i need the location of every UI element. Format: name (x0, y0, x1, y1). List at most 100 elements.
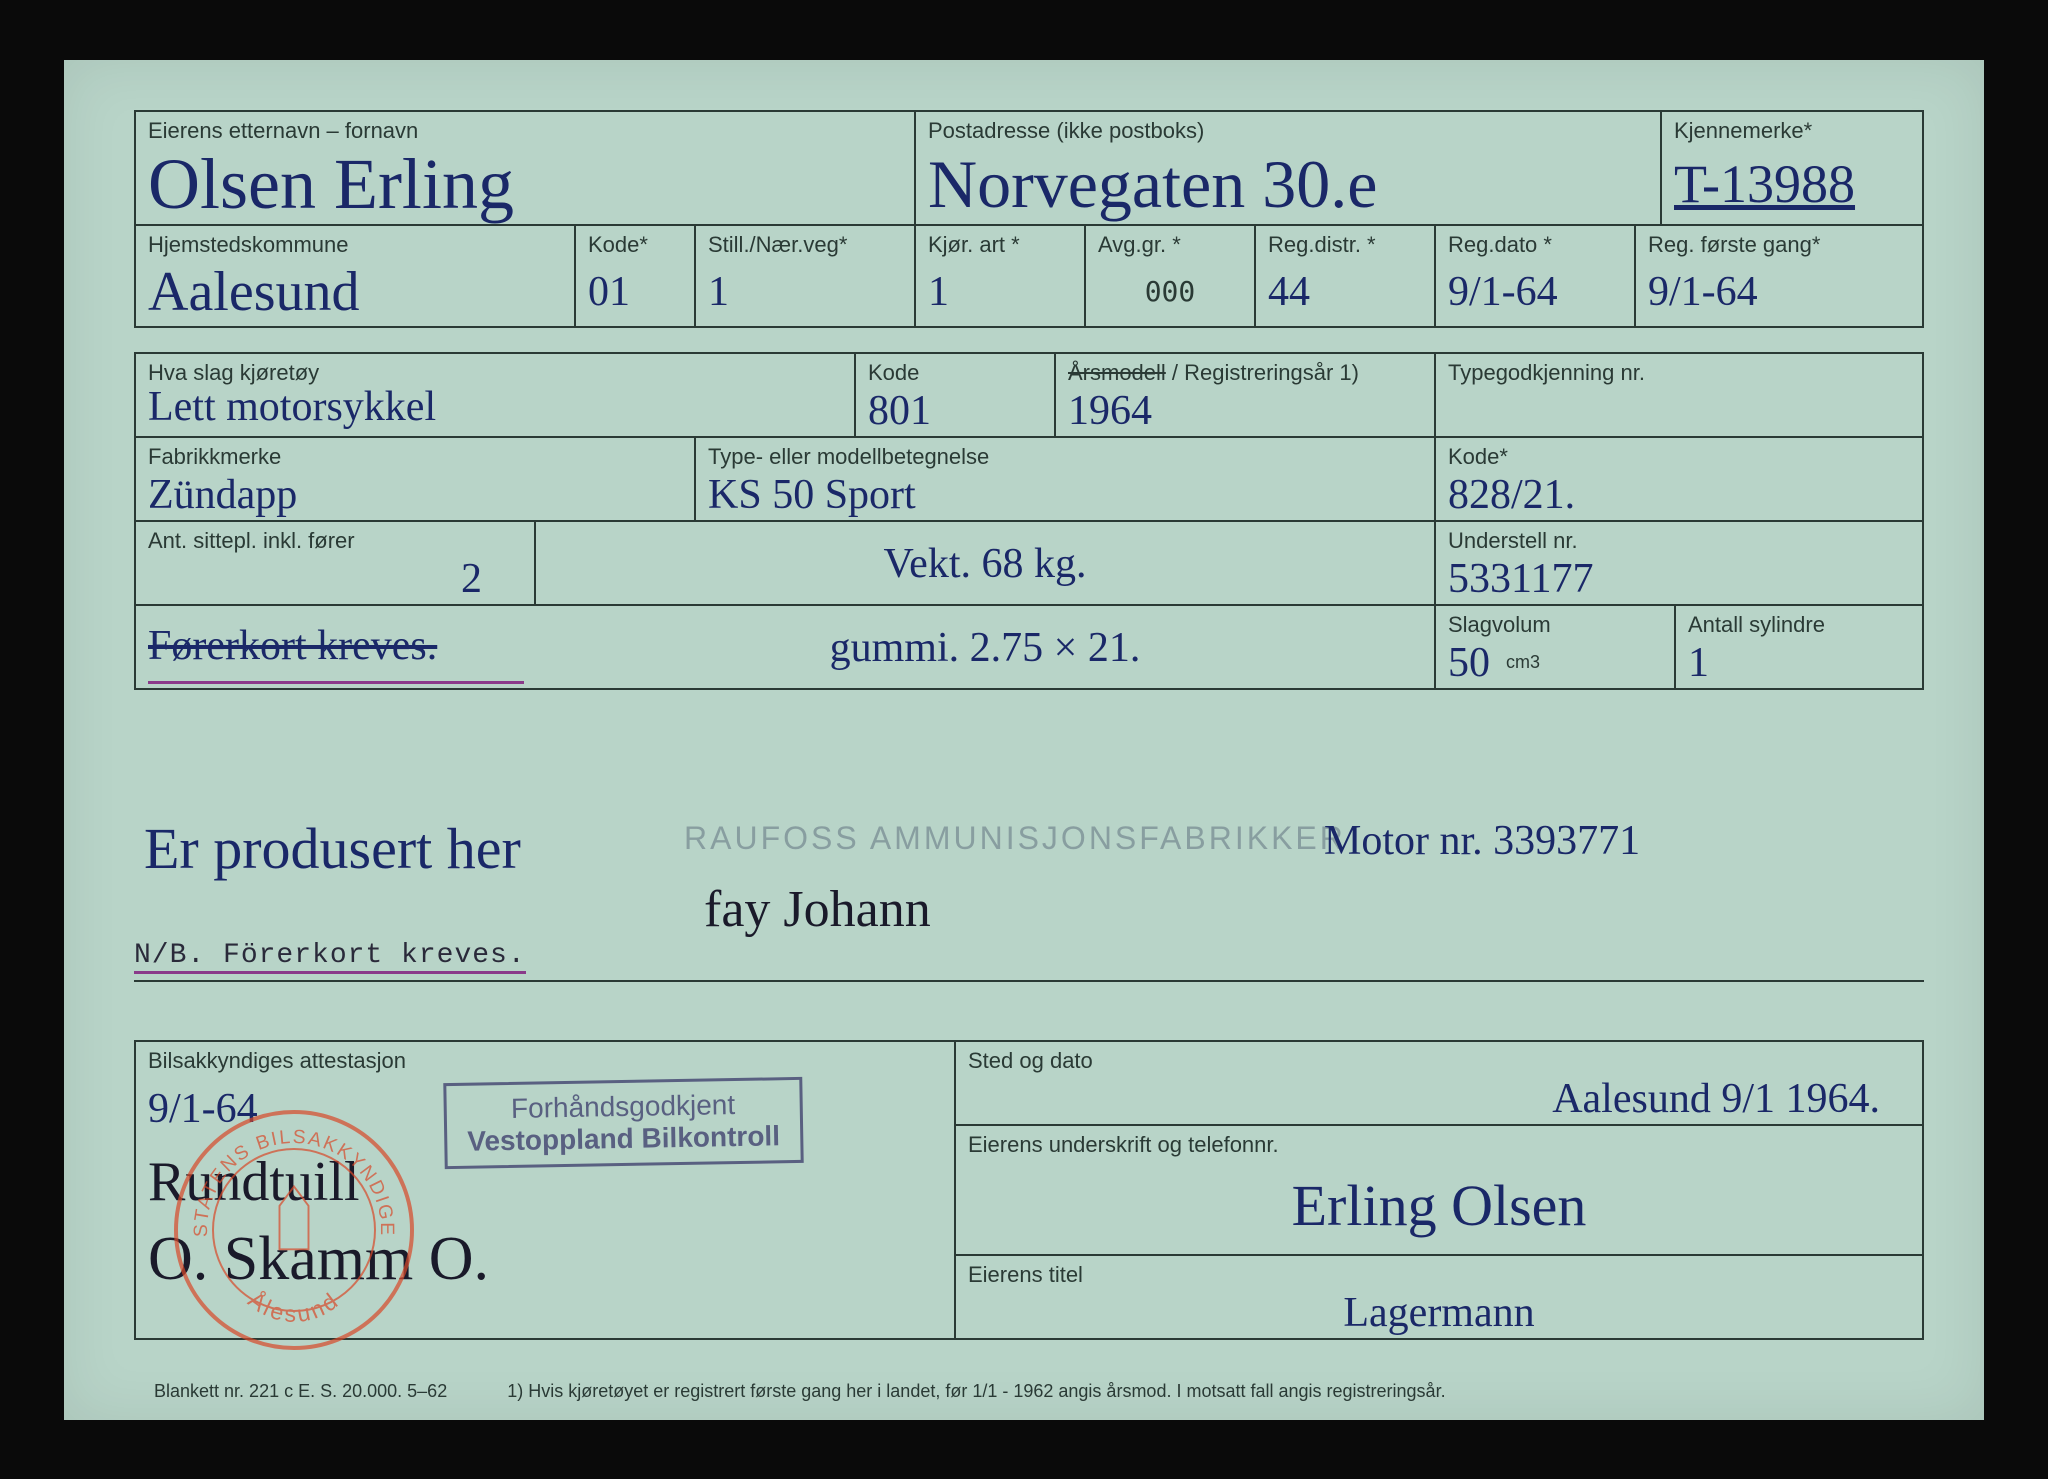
label-underskrift: Eierens underskrift og telefonnr. (968, 1132, 1910, 1158)
cell-slag-kode: Kode 801 (856, 354, 1056, 436)
value-slag: Lett motorsykkel (148, 382, 842, 432)
row-make: Fabrikkmerke Zündapp Type- eller modellb… (134, 436, 1924, 520)
cell-kommune: Hjemstedskommune Aalesund (136, 226, 576, 326)
cell-avg: Avg.gr. * 000 (1086, 226, 1256, 326)
cell-type: Type- eller modellbetegnelse KS 50 Sport (696, 438, 1436, 520)
cell-regdistr: Reg.distr. * 44 (1256, 226, 1436, 326)
label-typegod: Typegodkjenning nr. (1448, 360, 1910, 386)
svg-text:Ålesund: Ålesund (244, 1285, 345, 1327)
row-vehicle-type: Hva slag kjøretøy Lett motorsykkel Kode … (134, 352, 1924, 436)
label-titel: Eierens titel (968, 1262, 1910, 1288)
stamp-crest-icon (280, 1186, 309, 1249)
label-still: Still./Nær.veg* (708, 232, 902, 258)
registration-card: Eierens etternavn – fornavn Olsen Erling… (64, 60, 1984, 1420)
value-address: Norvegaten 30.e (928, 148, 1648, 220)
label-fabrikk: Fabrikkmerke (148, 444, 682, 470)
cell-slag: Hva slag kjøretøy Lett motorsykkel (136, 354, 856, 436)
value-kjor: 1 (928, 262, 1072, 322)
stamp-round-top: STATENS BILSAKKYNDIGE (191, 1126, 397, 1236)
cell-sylindre: Antall sylindre 1 (1676, 606, 1922, 688)
value-regforste: 9/1-64 (1648, 262, 1910, 322)
value-vekt: Vekt. 68 kg. (548, 528, 1422, 600)
cell-address: Postadresse (ikke postboks) Norvegaten 3… (916, 112, 1662, 224)
value-still: 1 (708, 262, 902, 322)
label-sitte: Ant. sittepl. inkl. fører (148, 528, 522, 554)
cell-typegod: Typegodkjenning nr. (1436, 354, 1922, 436)
label-understell: Understell nr. (1448, 528, 1910, 554)
cell-sitte: Ant. sittepl. inkl. fører 2 (136, 522, 536, 604)
value-kommune: Aalesund (148, 262, 562, 322)
stamp-rect-line2: Vestoppland Bilkontroll (467, 1120, 780, 1157)
cell-forerkort-note: Førerkort kreves. (136, 606, 536, 688)
cell-titel: Eierens titel Lagermann (956, 1256, 1922, 1338)
cell-owner-name: Eierens etternavn – fornavn Olsen Erling (136, 112, 916, 224)
label-type-kode: Kode* (1448, 444, 1910, 470)
nb-line: N/B. Förerkort kreves. (134, 940, 526, 974)
svg-text:STATENS BILSAKKYNDIGE: STATENS BILSAKKYNDIGE (191, 1126, 397, 1236)
value-slagvolum-wrap: 50 cm3 (1448, 642, 1662, 684)
label-sylindre: Antall sylindre (1688, 612, 1910, 638)
cell-vekt-note: Vekt. 68 kg. (536, 522, 1436, 604)
cell-kjor: Kjør. art * 1 (916, 226, 1086, 326)
label-arsmodell: Årsmodell / Registreringsår 1) (1068, 360, 1422, 386)
value-avg: 000 (1098, 262, 1242, 322)
label-regdistr: Reg.distr. * (1268, 232, 1422, 258)
label-regdato: Reg.dato * (1448, 232, 1622, 258)
cell-underskrift: Eierens underskrift og telefonnr. Erling… (956, 1126, 1922, 1256)
value-titel: Lagermann (968, 1292, 1910, 1334)
stamp-raufoss: RAUFOSS AMMUNISJONSFABRIKKER (684, 820, 1346, 857)
cell-regforste: Reg. første gang* 9/1-64 (1636, 226, 1922, 326)
row-seats: Ant. sittepl. inkl. fører 2 Vekt. 68 kg.… (134, 520, 1924, 604)
value-sylindre: 1 (1688, 642, 1910, 684)
stamp-rect-line1: Forhåndsgodkjent (466, 1088, 779, 1125)
cell-still: Still./Nær.veg* 1 (696, 226, 916, 326)
nb-line-wrap: N/B. Förerkort kreves. (134, 940, 526, 974)
value-owner-name: Olsen Erling (148, 148, 902, 220)
label-kommune: Hjemstedskommune (148, 232, 562, 258)
cell-regdato: Reg.dato * 9/1-64 (1436, 226, 1636, 326)
value-plate: T-13988 (1674, 148, 1910, 220)
value-kode: 01 (588, 262, 682, 322)
row-misc: Førerkort kreves. gummi. 2.75 × 21. Slag… (134, 604, 1924, 690)
cell-arsmodell: Årsmodell / Registreringsår 1) 1964 (1056, 354, 1436, 436)
label-sted: Sted og dato (968, 1048, 1910, 1074)
label-type: Type- eller modellbetegnelse (708, 444, 1422, 470)
cell-slagvolum: Slagvolum 50 cm3 (1436, 606, 1676, 688)
label-kode: Kode* (588, 232, 682, 258)
footer: Blankett nr. 221 c E. S. 20.000. 5–62 1)… (154, 1381, 1446, 1402)
value-regdato: 9/1-64 (1448, 262, 1622, 322)
unit-slagvolum: cm3 (1506, 652, 1540, 673)
section-vehicle: Hva slag kjøretøy Lett motorsykkel Kode … (134, 352, 1924, 690)
stamp-forhandsgodkjent: Forhåndsgodkjent Vestoppland Bilkontroll (443, 1076, 803, 1168)
cell-right-bottom: Sted og dato Aalesund 9/1 1964. Eierens … (956, 1042, 1922, 1338)
cell-gummi: gummi. 2.75 × 21. (536, 606, 1436, 688)
signature-mid: fay Johann (704, 880, 931, 939)
cell-understell: Understell nr. 5331177 (1436, 522, 1922, 604)
divider (134, 980, 1924, 982)
label-address: Postadresse (ikke postboks) (928, 118, 1648, 144)
cell-plate: Kjennemerke* T-13988 (1662, 112, 1922, 224)
stamp-round: STATENS BILSAKKYNDIGE Ålesund (174, 1110, 414, 1350)
label-plate: Kjennemerke* (1674, 118, 1910, 144)
label-kjor: Kjør. art * (928, 232, 1072, 258)
value-slag-kode: 801 (868, 390, 1042, 432)
row-owner: Eierens etternavn – fornavn Olsen Erling… (134, 110, 1924, 224)
value-regdistr: 44 (1268, 262, 1422, 322)
row-municipality: Hjemstedskommune Aalesund Kode* 01 Still… (134, 224, 1924, 328)
value-type-kode: 828/21. (1448, 474, 1910, 516)
note-produsert: Er produsert her (144, 820, 521, 878)
stamp-round-svg: STATENS BILSAKKYNDIGE Ålesund (178, 1110, 410, 1350)
cell-kode: Kode* 01 (576, 226, 696, 326)
value-gummi: gummi. 2.75 × 21. (548, 612, 1422, 684)
label-bilsak: Bilsakkyndiges attestasjon (148, 1048, 942, 1074)
value-sitte: 2 (148, 558, 522, 600)
value-arsmodell: 1964 (1068, 390, 1422, 432)
footer-blankett: Blankett nr. 221 c E. S. 20.000. 5–62 (154, 1381, 447, 1402)
note-motor-nr: Motor nr. 3393771 (1324, 820, 1640, 862)
value-forerkort-strike: Førerkort kreves. (148, 612, 524, 684)
label-owner-name: Eierens etternavn – fornavn (148, 118, 902, 144)
value-fabrikk: Zündapp (148, 474, 682, 516)
value-slagvolum: 50 (1448, 642, 1490, 684)
label-slagvolum: Slagvolum (1448, 612, 1662, 638)
stamp-round-bottom: Ålesund (244, 1285, 345, 1327)
